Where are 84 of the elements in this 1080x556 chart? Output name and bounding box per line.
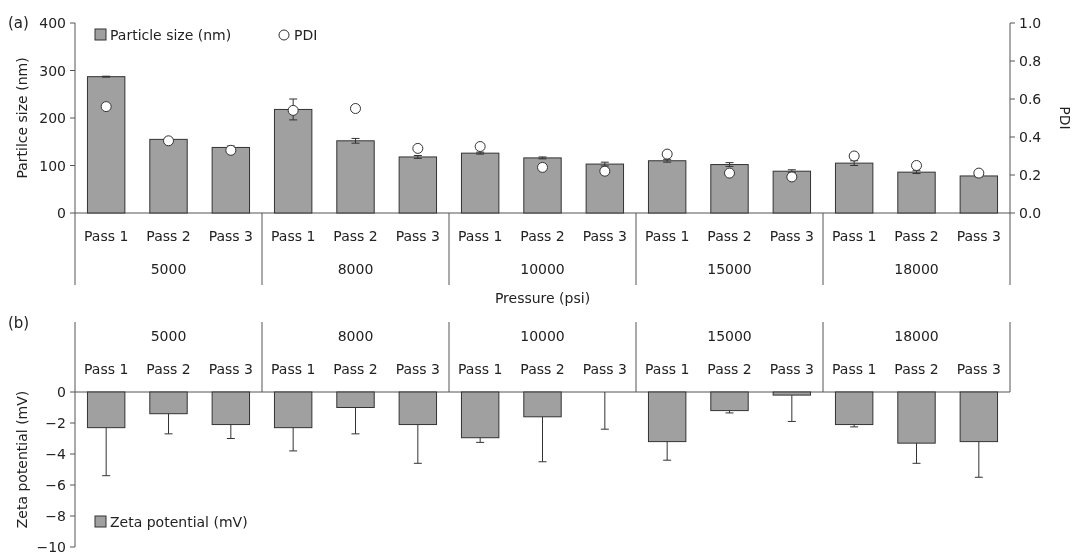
bar xyxy=(398,156,438,214)
point xyxy=(724,167,735,179)
x-tick-label: Pass 1 xyxy=(831,361,877,377)
point xyxy=(100,101,112,113)
text: 18000 xyxy=(894,261,939,277)
x-tick-label: Pass 1 xyxy=(270,361,316,377)
x-tick-label: Pass 1 xyxy=(83,228,129,244)
y-tick-label: 200 xyxy=(39,110,66,126)
x-tick-label: Pass 3 xyxy=(769,361,815,377)
bar xyxy=(585,163,625,214)
text: 5000 xyxy=(150,261,187,277)
x-tick-label: Pass 1 xyxy=(270,228,316,244)
y2-tick-label: 0.2 xyxy=(1019,167,1042,183)
y-axis-title: Partilce size (nm) xyxy=(14,57,30,179)
chart-title: (a) xyxy=(8,14,29,32)
x-tick-label: Pass 3 xyxy=(582,228,628,244)
chart-title: (b) xyxy=(8,314,30,332)
legend-label: Zeta potential (mV) xyxy=(110,514,248,530)
point xyxy=(973,167,985,179)
text: 10000 xyxy=(520,261,565,277)
x-tick-label: Pass 2 xyxy=(894,361,939,377)
point xyxy=(786,171,798,183)
x-tick-label: Pass 1 xyxy=(83,361,129,377)
y-tick-label: −2 xyxy=(45,415,66,431)
x-tick-label: Pass 2 xyxy=(146,228,191,244)
x-tick-label: Pass 1 xyxy=(457,361,503,377)
x-tick-label: Pass 3 xyxy=(769,228,815,244)
y2-tick-label: 1.0 xyxy=(1019,15,1042,31)
y-tick-label: 300 xyxy=(39,62,66,79)
y2-tick-label: 0.4 xyxy=(1019,129,1042,145)
x-tick-label: Pass 3 xyxy=(395,228,441,244)
x-tick-label: Pass 3 xyxy=(208,361,254,377)
y-tick-label: 0 xyxy=(57,205,66,221)
y-tick-label: −4 xyxy=(45,446,67,462)
x-tick-label: Pass 2 xyxy=(520,361,565,377)
x-tick-label: Pass 2 xyxy=(333,228,378,244)
bar xyxy=(710,164,749,214)
x-tick-label: Pass 3 xyxy=(956,228,1002,244)
point xyxy=(163,135,174,147)
y-tick-label: −10 xyxy=(36,539,66,555)
bar xyxy=(149,138,188,214)
y-tick-label: 100 xyxy=(39,157,66,174)
x-tick-label: Pass 2 xyxy=(707,361,752,377)
text: 8000 xyxy=(337,261,374,277)
x-tick-label: Pass 2 xyxy=(707,228,752,244)
bar xyxy=(772,170,812,214)
y-tick-label: 0 xyxy=(57,384,66,400)
x-tick-label: Pass 1 xyxy=(644,361,690,377)
x-tick-label: Pass 1 xyxy=(831,228,877,244)
legend-label: Particle size (nm) xyxy=(110,27,232,43)
x-tick-label: Pass 3 xyxy=(582,361,628,377)
legend-label: PDI xyxy=(294,27,318,43)
x-tick-label: Pass 2 xyxy=(894,228,939,244)
text: 18000 xyxy=(894,328,939,344)
x-tick-label: Pass 2 xyxy=(146,361,191,377)
bar xyxy=(336,140,375,214)
point xyxy=(287,104,299,116)
x-axis-title: Pressure (psi) xyxy=(494,290,591,306)
x-tick-label: Pass 3 xyxy=(395,361,441,377)
x-tick-label: Pass 1 xyxy=(457,228,503,244)
x-tick-label: Pass 2 xyxy=(333,361,378,377)
text: 15000 xyxy=(707,261,752,277)
bar xyxy=(86,76,126,214)
x-tick-label: Pass 2 xyxy=(520,228,565,244)
point xyxy=(225,144,237,156)
bar xyxy=(460,152,500,214)
bar xyxy=(211,146,251,214)
text: 8000 xyxy=(337,328,374,344)
y2-tick-label: 0.0 xyxy=(1019,205,1042,221)
y-tick-label: −6 xyxy=(45,477,67,493)
text: 5000 xyxy=(150,328,187,344)
x-tick-label: Pass 3 xyxy=(956,361,1002,377)
y2-tick-label: 0.6 xyxy=(1019,91,1042,107)
y-axis-title: Zeta potential (mV) xyxy=(14,390,30,529)
y2-axis-title: PDI xyxy=(1057,106,1073,130)
point xyxy=(599,165,611,177)
y2-tick-label: 0.8 xyxy=(1019,53,1042,69)
y-tick-label: −8 xyxy=(45,508,66,524)
x-tick-label: Pass 1 xyxy=(644,228,690,244)
text: 10000 xyxy=(520,328,565,344)
bar xyxy=(523,157,562,214)
x-tick-label: Pass 3 xyxy=(208,228,254,244)
text: 15000 xyxy=(707,328,752,344)
y-tick-label: 400 xyxy=(39,15,66,31)
